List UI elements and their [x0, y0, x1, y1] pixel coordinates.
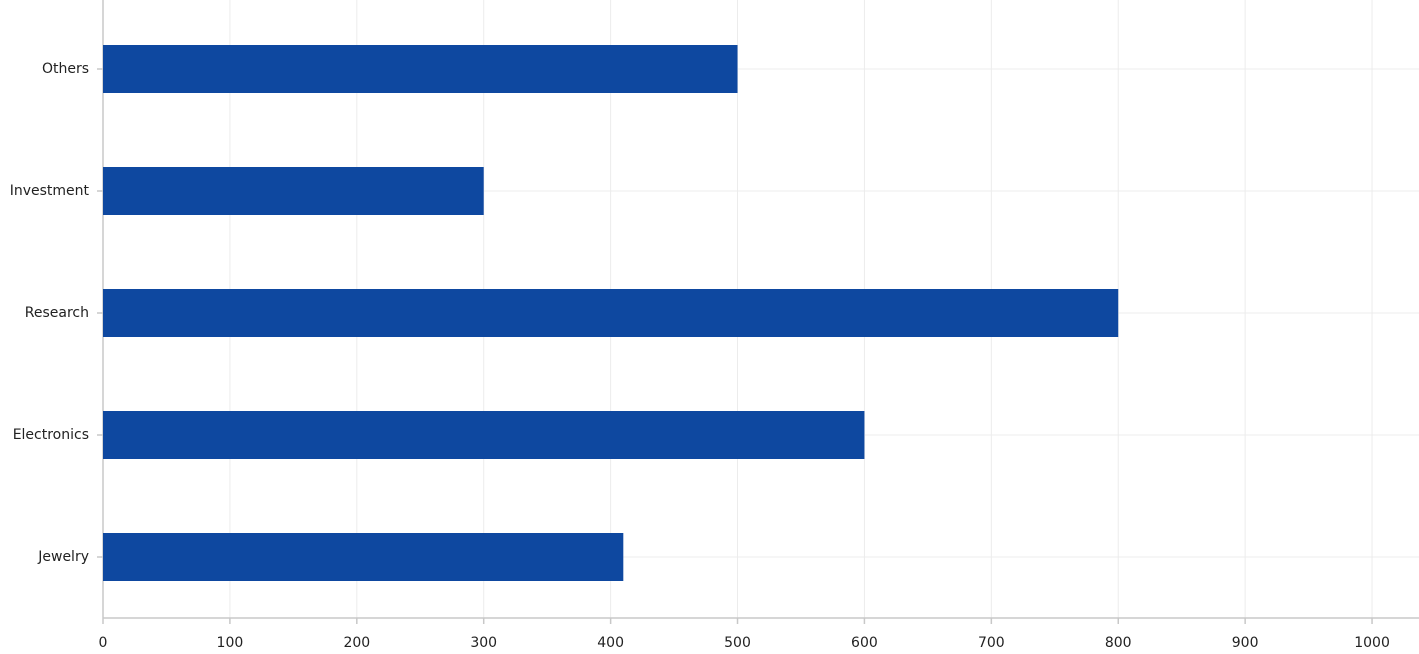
- x-tick-label: 300: [470, 635, 497, 651]
- bar: [103, 289, 1119, 337]
- y-tick-label: Electronics: [13, 427, 89, 443]
- bar: [103, 45, 738, 93]
- x-tick-label: 700: [978, 635, 1005, 651]
- y-tick-label: Research: [25, 305, 89, 321]
- bar: [103, 533, 624, 581]
- x-tick-label: 400: [597, 635, 624, 651]
- x-tick-label: 500: [724, 635, 751, 651]
- bar: [103, 411, 865, 459]
- x-tick-label: 0: [99, 635, 108, 651]
- x-tick-label: 800: [1105, 635, 1132, 651]
- x-tick-label: 1000: [1354, 635, 1390, 651]
- y-tick-label: Jewelry: [37, 549, 89, 565]
- x-tick-label: 200: [343, 635, 370, 651]
- x-tick-label: 900: [1232, 635, 1259, 651]
- x-tick-label: 600: [851, 635, 878, 651]
- bar: [103, 167, 484, 215]
- y-tick-label: Investment: [10, 183, 90, 199]
- y-tick-label: Others: [42, 61, 89, 77]
- x-tick-label: 100: [217, 635, 244, 651]
